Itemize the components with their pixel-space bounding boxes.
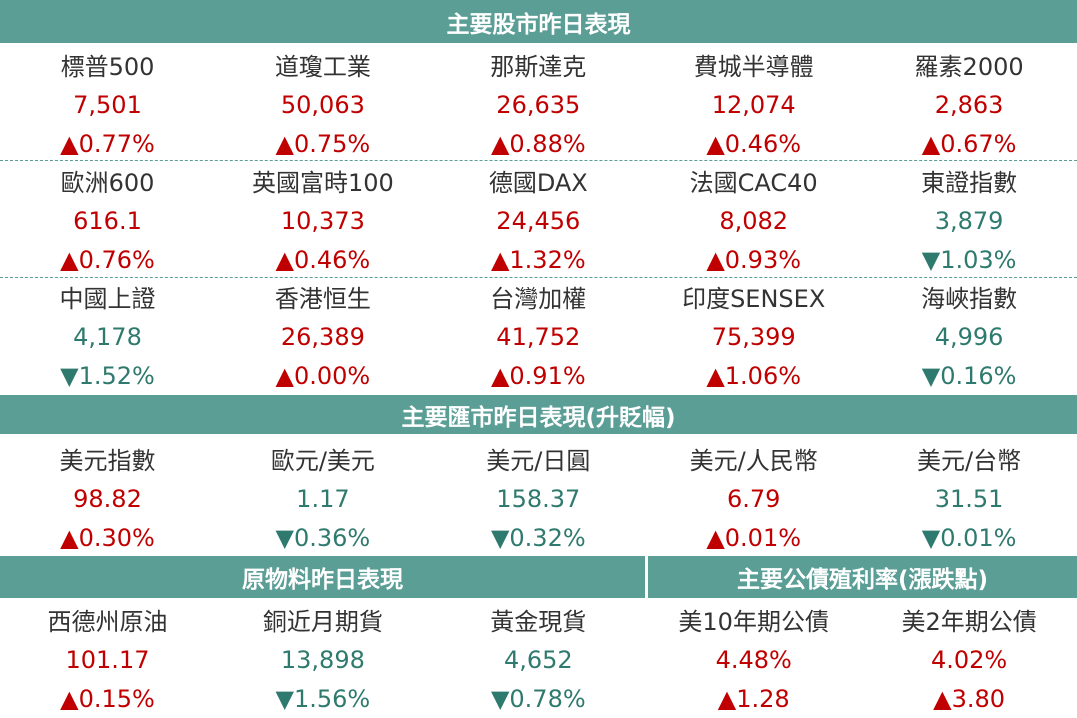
item-value: 4.48%	[715, 646, 792, 674]
item-change: ▼0.36%	[275, 524, 371, 552]
item-change: ▼1.52%	[60, 362, 155, 390]
item-value: 24,456	[496, 207, 581, 235]
item-value: 2,863	[934, 91, 1004, 119]
item-name: 羅素2000	[914, 53, 1024, 81]
item-value: 8,082	[719, 207, 789, 235]
item-name: 英國富時100	[251, 169, 394, 197]
item-change: ▲1.06%	[706, 362, 802, 390]
item-change: ▲0.88%	[490, 130, 586, 158]
section-header: 主要匯市昨日表現(升貶幅)	[0, 395, 1077, 434]
item-name: 美元指數	[59, 447, 156, 475]
item-change: ▲1.28	[717, 685, 790, 713]
section-header: 主要公債殖利率(漲跌點)	[648, 556, 1077, 598]
item-value: 158.37	[496, 485, 581, 513]
item-name: 美元/人民幣	[689, 447, 818, 475]
item-value: 26,635	[496, 91, 581, 119]
item-name: 費城半導體	[693, 53, 814, 81]
item-change: ▲0.01%	[706, 524, 802, 552]
section-header: 原物料昨日表現	[0, 556, 645, 598]
item-name: 台灣加權	[490, 285, 587, 313]
item-change: ▼0.01%	[921, 524, 1017, 552]
item-change: ▲0.91%	[490, 362, 586, 390]
item-value: 7,501	[73, 91, 142, 119]
item-value: 12,074	[711, 91, 796, 119]
item-change: ▲0.67%	[921, 130, 1017, 158]
item-change: ▲0.30%	[60, 524, 155, 552]
item-value: 98.82	[73, 485, 142, 513]
item-change: ▼0.16%	[921, 362, 1017, 390]
item-name: 法國CAC40	[689, 169, 818, 197]
item-name: 標普500	[60, 53, 155, 81]
item-change: ▲0.93%	[706, 246, 802, 274]
row-divider	[0, 277, 1077, 278]
item-change: ▼1.03%	[921, 246, 1017, 274]
item-value: 101.17	[65, 646, 150, 674]
item-value: 50,063	[280, 91, 365, 119]
item-change: ▲0.46%	[275, 246, 371, 274]
item-change: ▼0.78%	[490, 685, 586, 713]
item-value: 6.79	[726, 485, 781, 513]
item-name: 歐洲600	[60, 169, 155, 197]
item-name: 香港恒生	[274, 285, 371, 313]
item-value: 10,373	[280, 207, 365, 235]
item-name: 美元/日圓	[486, 447, 591, 475]
item-value: 75,399	[711, 323, 796, 351]
item-name: 美元/台幣	[917, 447, 1022, 475]
item-name: 海峽指數	[921, 285, 1018, 313]
item-name: 美10年期公債	[678, 608, 829, 636]
item-change: ▲0.00%	[275, 362, 371, 390]
item-value: 4,178	[73, 323, 142, 351]
item-change: ▲0.77%	[60, 130, 155, 158]
item-name: 銅近月期貨	[262, 608, 383, 636]
item-name: 歐元/美元	[270, 447, 375, 475]
item-name: 道瓊工業	[274, 53, 371, 81]
item-value: 26,389	[280, 323, 365, 351]
item-change: ▲0.46%	[706, 130, 802, 158]
item-name: 印度SENSEX	[682, 285, 826, 313]
item-change: ▲0.75%	[275, 130, 371, 158]
item-name: 德國DAX	[488, 169, 588, 197]
item-change: ▼0.32%	[490, 524, 586, 552]
item-value: 4,652	[503, 646, 573, 674]
item-change: ▲0.76%	[60, 246, 155, 274]
item-change: ▲0.15%	[60, 685, 155, 713]
section-header: 主要股市昨日表現	[0, 0, 1077, 43]
item-value: 1.17	[296, 485, 350, 513]
item-change: ▲1.32%	[490, 246, 586, 274]
item-change: ▲3.80	[933, 685, 1006, 713]
item-change: ▼1.56%	[275, 685, 371, 713]
item-value: 31.51	[934, 485, 1004, 513]
item-value: 13,898	[280, 646, 365, 674]
item-name: 美2年期公債	[901, 608, 1037, 636]
item-name: 中國上證	[59, 285, 156, 313]
item-name: 西德州原油	[47, 608, 168, 636]
item-value: 4,996	[934, 323, 1004, 351]
item-value: 3,879	[934, 207, 1004, 235]
item-name: 黃金現貨	[490, 608, 587, 636]
item-name: 東證指數	[921, 169, 1018, 197]
item-value: 616.1	[73, 207, 142, 235]
item-value: 4.02%	[930, 646, 1008, 674]
row-divider	[0, 160, 1077, 161]
item-name: 那斯達克	[490, 53, 587, 81]
item-value: 41,752	[496, 323, 581, 351]
